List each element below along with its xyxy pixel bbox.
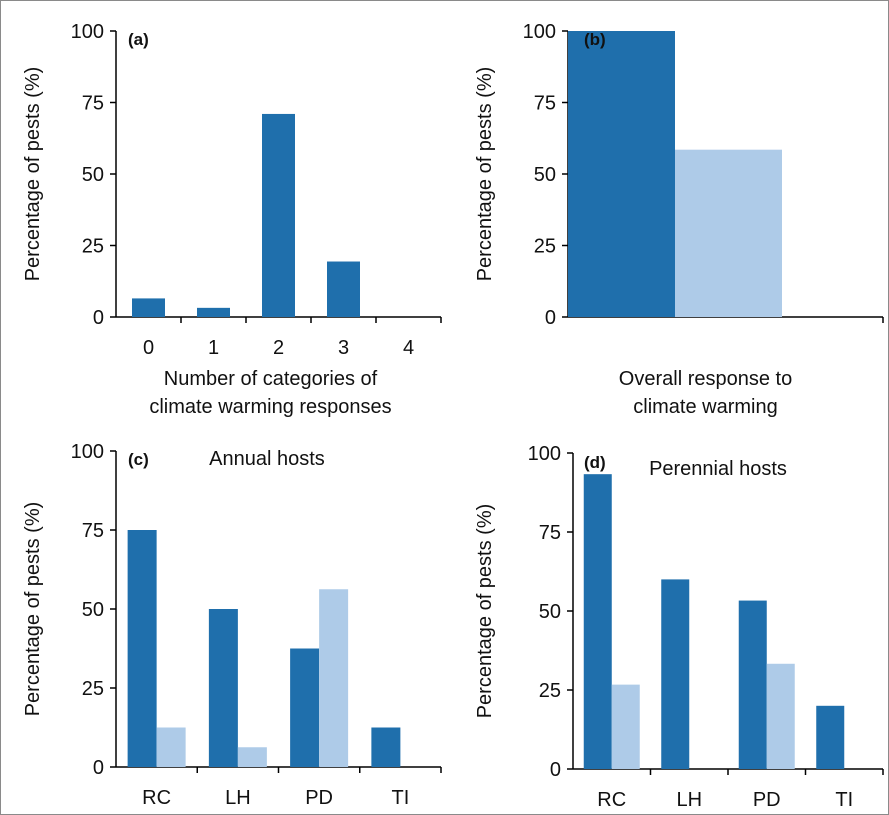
bar-PD-series-1: [319, 589, 349, 767]
bar-TI-series-0: [816, 705, 845, 769]
panel-3: 0 25 50 75 100 RC LH PD TI Percentage of pests (%…: [474, 443, 884, 811]
bar-2-series-0: [262, 113, 295, 317]
bar-RC-series-0: [127, 530, 157, 767]
bar-PD-series-1: [766, 663, 795, 769]
x-tick-label: 2: [273, 337, 284, 359]
y-tick-label: 75: [82, 93, 104, 115]
x-axis-title: climate warming: [633, 396, 777, 418]
panel-title: Perennial hosts: [649, 458, 787, 480]
panel-0: 0 25 50 75 100 0 1 2 3 4 Percentage of pests (%) Nu…: [22, 21, 442, 418]
y-axis-title: Percentage of pests (%): [22, 502, 44, 717]
x-tick-label: LH: [676, 789, 702, 811]
y-tick-label: 100: [528, 443, 561, 465]
x-axis-title: Overall response to: [619, 368, 792, 390]
y-axis-title: Percentage of pests (%): [474, 67, 496, 282]
bar-LH-series-1: [237, 747, 267, 767]
x-axis-title: climate warming responses: [149, 396, 391, 418]
bar-PD-series-0: [290, 648, 320, 767]
y-tick-label: 75: [82, 520, 104, 542]
x-axis-title: Number of categories of: [164, 368, 378, 390]
x-tick-label: PD: [305, 787, 333, 809]
panel-title: Annual hosts: [209, 448, 325, 470]
y-axis-title: Percentage of pests (%): [22, 67, 44, 282]
bar-RC-series-1: [156, 727, 186, 767]
x-tick-label: RC: [142, 787, 171, 809]
x-tick-label: PD: [753, 789, 781, 811]
y-tick-label: 25: [82, 236, 104, 258]
bar-RC-series-1: [611, 684, 640, 769]
x-tick-label: TI: [835, 789, 853, 811]
y-tick-label: 50: [82, 164, 104, 186]
x-tick-label: 0: [143, 337, 154, 359]
bar-RC-series-0: [583, 474, 612, 769]
bar-3-series-0: [327, 261, 360, 317]
bar-LH-series-0: [208, 609, 238, 767]
x-tick-label: 4: [403, 337, 414, 359]
y-tick-label: 25: [82, 678, 104, 700]
x-tick-label: 1: [208, 337, 219, 359]
x-tick-label: LH: [225, 787, 251, 809]
bar-overall-series-1: [675, 149, 782, 317]
y-axis-title: Percentage of pests (%): [474, 504, 496, 719]
y-tick-label: 50: [539, 601, 561, 623]
x-tick-label: RC: [597, 789, 626, 811]
bar-PD-series-0: [738, 600, 767, 769]
y-tick-label: 50: [534, 164, 556, 186]
y-tick-label: 25: [534, 236, 556, 258]
bar-overall-series-0: [568, 31, 675, 317]
bar-LH-series-0: [661, 579, 690, 769]
panel-label: (a): [128, 30, 149, 49]
y-tick-label: 0: [93, 757, 104, 779]
y-tick-label: 75: [539, 522, 561, 544]
bar-0-series-0: [132, 298, 165, 317]
panel-1: 0 25 50 75 100 Percentage of pests (%) Overall…: [474, 21, 884, 418]
x-tick-label: TI: [391, 787, 409, 809]
panel-2: 0 25 50 75 100 RC LH PD TI Percentage of pests (%…: [22, 441, 442, 809]
y-tick-label: 75: [534, 93, 556, 115]
y-tick-label: 100: [523, 21, 556, 43]
panel-label: (d): [584, 453, 606, 472]
y-tick-label: 0: [93, 307, 104, 329]
bar-1-series-0: [197, 307, 230, 317]
y-tick-label: 100: [71, 441, 104, 463]
y-tick-label: 50: [82, 599, 104, 621]
y-tick-label: 0: [550, 759, 561, 781]
y-tick-label: 25: [539, 680, 561, 702]
panel-label: (c): [128, 450, 149, 469]
y-tick-label: 100: [71, 21, 104, 43]
panel-label: (b): [584, 30, 606, 49]
x-tick-label: 3: [338, 337, 349, 359]
bar-TI-series-0: [371, 727, 401, 767]
y-tick-label: 0: [545, 307, 556, 329]
